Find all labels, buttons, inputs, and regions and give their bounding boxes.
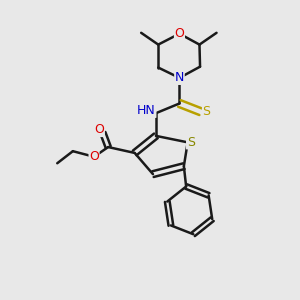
Text: O: O (94, 124, 104, 136)
Text: O: O (89, 150, 99, 163)
Text: S: S (187, 136, 195, 149)
Text: N: N (175, 71, 184, 84)
Text: O: O (175, 27, 184, 40)
Text: S: S (202, 105, 211, 118)
Text: HN: HN (137, 104, 156, 117)
